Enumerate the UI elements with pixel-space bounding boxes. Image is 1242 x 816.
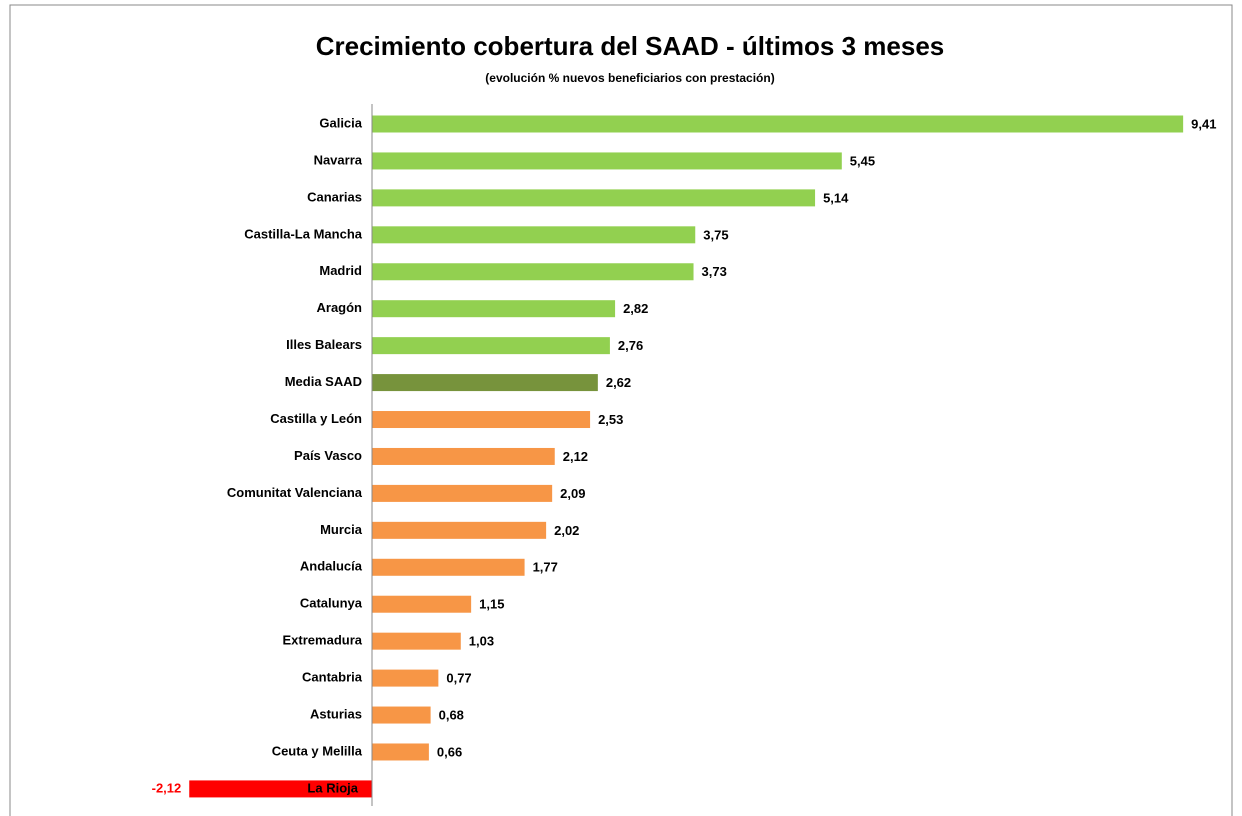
bar xyxy=(372,484,553,502)
bar xyxy=(372,632,461,650)
category-label: Canarias xyxy=(307,189,362,204)
bar xyxy=(372,558,525,576)
category-label: Catalunya xyxy=(300,596,363,611)
value-label: 0,68 xyxy=(439,707,464,722)
value-label: 2,09 xyxy=(560,486,585,501)
category-label: Cantabria xyxy=(302,670,363,685)
category-label: Andalucía xyxy=(300,559,363,574)
value-label: 2,82 xyxy=(623,301,648,316)
category-label: Ceuta y Melilla xyxy=(272,743,363,758)
value-label: 2,62 xyxy=(606,375,631,390)
category-label: Castilla y León xyxy=(270,411,362,426)
value-label: 2,76 xyxy=(618,338,643,353)
value-label: 1,77 xyxy=(533,560,558,575)
value-label: 2,02 xyxy=(554,523,579,538)
chart-frame xyxy=(9,4,1233,816)
value-label: 1,15 xyxy=(479,597,504,612)
category-label: Extremadura xyxy=(283,633,363,648)
value-label: 0,77 xyxy=(446,671,471,686)
bar xyxy=(372,447,555,465)
bar xyxy=(372,189,816,207)
category-label: Aragón xyxy=(317,300,363,315)
bar xyxy=(372,300,616,318)
value-label: 2,12 xyxy=(563,449,588,464)
chart-subtitle: (evolución % nuevos beneficiarios con pr… xyxy=(485,71,774,85)
bar xyxy=(372,595,472,613)
value-label: 5,14 xyxy=(823,190,849,205)
bar xyxy=(372,669,439,687)
category-label: Asturias xyxy=(310,706,362,721)
bar xyxy=(372,263,694,281)
bar xyxy=(372,374,598,392)
category-label: Castilla-La Mancha xyxy=(244,226,363,241)
bar xyxy=(372,337,610,355)
bar xyxy=(372,743,429,761)
category-label: Comunitat Valenciana xyxy=(227,485,363,500)
category-label: País Vasco xyxy=(294,448,362,463)
bar xyxy=(372,115,1184,133)
value-label: 3,75 xyxy=(703,227,728,242)
category-label: Murcia xyxy=(320,522,363,537)
category-label: Navarra xyxy=(314,152,363,167)
category-label: La Rioja xyxy=(307,780,358,795)
category-label: Media SAAD xyxy=(285,374,362,389)
bar xyxy=(189,780,372,798)
chart-title: Crecimiento cobertura del SAAD - últimos… xyxy=(316,31,945,61)
category-label: Illes Balears xyxy=(286,337,362,352)
value-label: 2,53 xyxy=(598,412,623,427)
value-label: 0,66 xyxy=(437,744,462,759)
value-label: 5,45 xyxy=(850,153,875,168)
value-label: -2,12 xyxy=(152,780,182,795)
value-label: 9,41 xyxy=(1191,116,1216,131)
value-label: 1,03 xyxy=(469,634,494,649)
category-label: Galicia xyxy=(319,115,362,130)
bar xyxy=(372,226,696,244)
bar xyxy=(372,706,431,724)
value-label: 3,73 xyxy=(702,264,727,279)
bar xyxy=(372,411,591,429)
bar xyxy=(372,152,842,170)
bar xyxy=(372,521,547,539)
category-label: Madrid xyxy=(319,263,362,278)
